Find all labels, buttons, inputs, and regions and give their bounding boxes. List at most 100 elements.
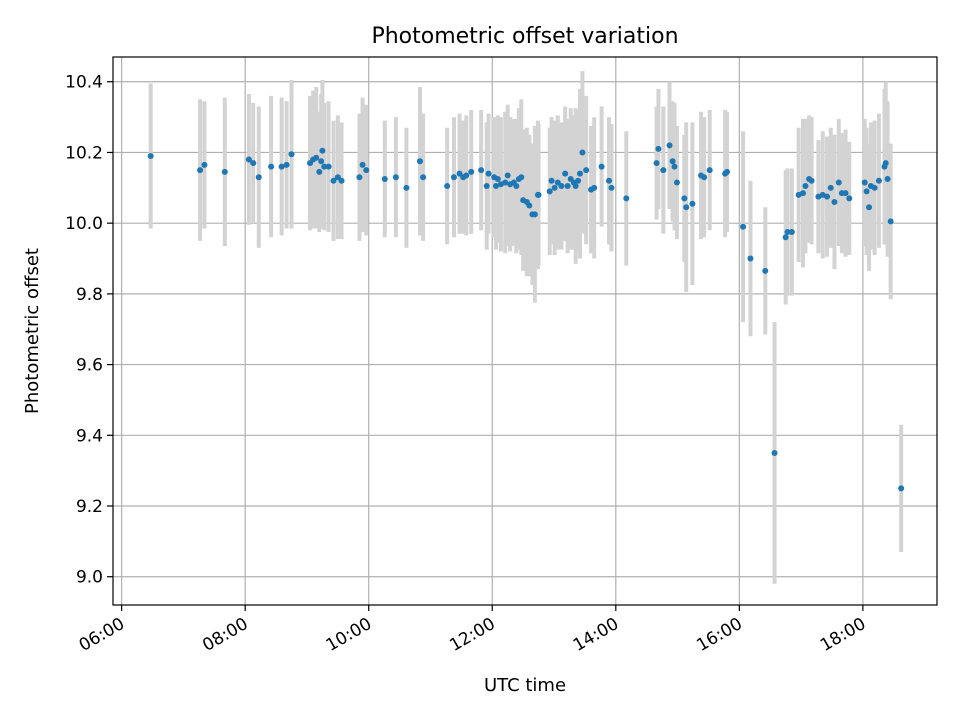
x-tick-label: 06:00 (76, 614, 128, 656)
y-axis-label: Photometric offset (22, 248, 43, 414)
data-point (526, 202, 533, 209)
data-point (575, 177, 582, 184)
x-tick-label: 16:00 (693, 614, 745, 656)
y-tick-label: 10.2 (65, 143, 103, 163)
data-point (882, 160, 889, 167)
data-point (666, 142, 673, 149)
data-point (669, 158, 676, 165)
data-point (558, 183, 565, 190)
data-point (338, 177, 345, 184)
data-point (802, 183, 809, 190)
x-tick-label: 12:00 (446, 614, 498, 656)
data-point (673, 179, 680, 186)
x-tick-label: 14:00 (570, 614, 622, 656)
data-point (788, 229, 795, 236)
data-point (318, 158, 325, 165)
data-point (898, 485, 905, 492)
data-point (356, 174, 363, 181)
y-tick-label: 9.8 (76, 285, 103, 305)
data-point (576, 170, 583, 177)
data-point (591, 184, 598, 191)
data-point (288, 151, 295, 158)
data-point (494, 175, 501, 182)
data-point (444, 183, 451, 190)
data-point (546, 188, 553, 195)
data-point (221, 168, 228, 175)
data-point (535, 191, 542, 198)
data-point (747, 255, 754, 262)
data-point (468, 168, 475, 175)
data-point (551, 184, 558, 191)
data-point (548, 177, 555, 184)
data-point (513, 183, 520, 190)
data-point (483, 183, 490, 190)
data-point (842, 190, 849, 197)
data-point (250, 160, 257, 167)
data-points (147, 142, 905, 492)
error-bars (148, 71, 904, 584)
data-point (660, 167, 667, 174)
data-point (871, 184, 878, 191)
data-point (283, 161, 290, 168)
data-point (245, 156, 252, 163)
data-point (827, 184, 834, 191)
data-point (321, 163, 328, 170)
data-point (835, 179, 842, 186)
data-point (359, 161, 366, 168)
data-point (456, 170, 463, 177)
data-point (416, 158, 423, 165)
data-point (502, 179, 509, 186)
data-point (325, 163, 332, 170)
data-point (808, 177, 815, 184)
data-point (504, 172, 511, 179)
data-point (554, 179, 561, 186)
data-point (381, 175, 388, 182)
data-point (831, 198, 838, 205)
data-point (564, 183, 571, 190)
x-tick-label: 08:00 (199, 614, 251, 656)
data-point (478, 167, 485, 174)
y-tick-label: 10.4 (65, 73, 103, 93)
data-point (782, 234, 789, 241)
data-point (887, 218, 894, 225)
data-point (313, 154, 320, 161)
data-point (363, 167, 370, 174)
data-point (403, 184, 410, 191)
data-point (784, 229, 791, 236)
data-point (598, 163, 605, 170)
data-point (706, 167, 713, 174)
data-point (884, 175, 891, 182)
data-point (799, 190, 806, 197)
data-point (330, 177, 337, 184)
data-point (572, 183, 579, 190)
data-point (492, 183, 499, 190)
data-point (875, 177, 882, 184)
data-point (392, 174, 399, 181)
y-tick-label: 9.4 (76, 426, 103, 446)
data-point (655, 145, 662, 152)
data-point (562, 170, 569, 177)
data-point (147, 152, 154, 159)
data-point (197, 167, 204, 174)
data-point (723, 168, 730, 175)
x-tick-label: 10:00 (323, 614, 375, 656)
data-point (606, 177, 613, 184)
data-point (255, 174, 262, 181)
data-point (485, 170, 492, 177)
data-point (846, 195, 853, 202)
x-tick-label: 18:00 (817, 614, 869, 656)
data-point (771, 449, 778, 456)
y-tick-label: 9.6 (76, 356, 103, 376)
data-point (278, 163, 285, 170)
data-point (861, 179, 868, 186)
data-point (316, 168, 323, 175)
data-point (762, 267, 769, 274)
data-point (701, 174, 708, 181)
data-point (531, 211, 538, 218)
data-point (824, 193, 831, 200)
data-point (681, 195, 688, 202)
data-point (334, 174, 341, 181)
data-point (740, 223, 747, 230)
y-tick-label: 10.0 (65, 214, 103, 234)
